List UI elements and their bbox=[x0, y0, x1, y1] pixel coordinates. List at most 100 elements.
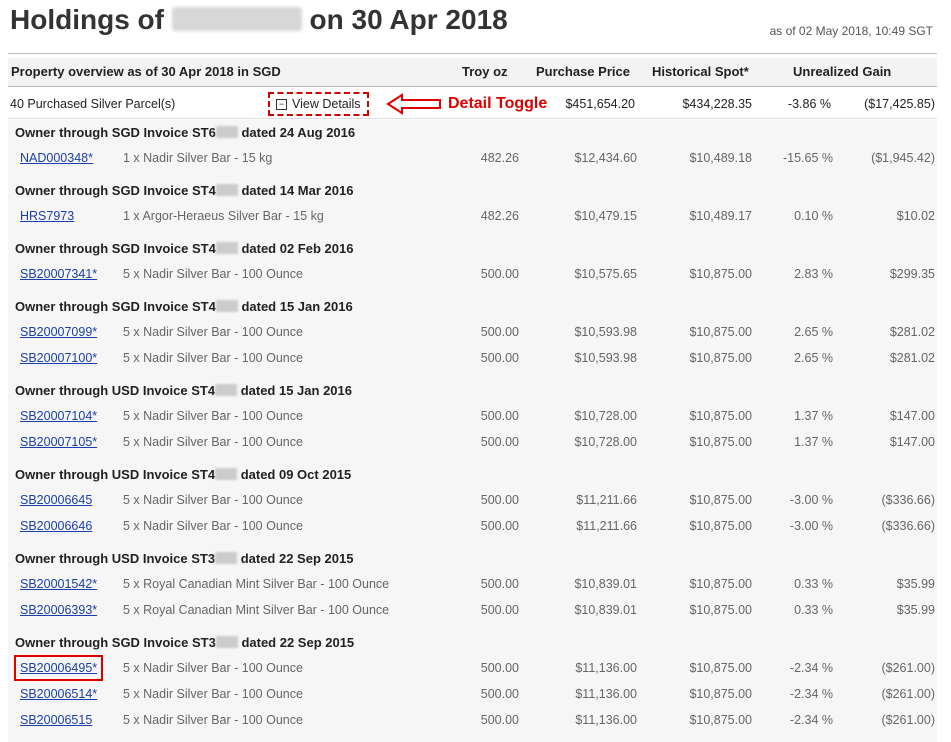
gain-pct-value: -2.34 % bbox=[789, 713, 833, 727]
gain-pct-value: -3.00 % bbox=[789, 493, 833, 507]
gain-pct-value: 2.83 % bbox=[794, 267, 833, 281]
left-arrow-icon bbox=[386, 93, 441, 115]
invoice-date: dated 14 Mar 2016 bbox=[241, 183, 354, 198]
summary-gain: ($17,425.85) bbox=[864, 97, 935, 111]
bar-id-link[interactable]: SB20006514* bbox=[20, 687, 98, 701]
gain-pct-value: 0.33 % bbox=[794, 603, 833, 617]
table-row: SB20006514* 5 x Nadir Silver Bar - 100 Ou… bbox=[8, 682, 937, 708]
table-row: SB20007105* 5 x Nadir Silver Bar - 100 Ou… bbox=[8, 430, 937, 456]
purchase-price-value: $10,728.00 bbox=[574, 435, 637, 449]
bar-id-link[interactable]: SB20007104* bbox=[20, 409, 98, 423]
toggle-label: View Details bbox=[292, 97, 361, 111]
historical-spot-value: $10,489.18 bbox=[689, 151, 752, 165]
gain-pct-value: 2.65 % bbox=[794, 351, 833, 365]
purchase-price-value: $11,136.00 bbox=[575, 687, 637, 701]
troy-oz-value: 500.00 bbox=[480, 493, 519, 507]
redacted-invoice-number bbox=[215, 552, 238, 564]
invoice-date: dated 09 Oct 2015 bbox=[240, 467, 352, 482]
invoice-group-header: Owner through SGD Invoice ST4 dated 02 F… bbox=[8, 236, 937, 262]
gain-value: $35.99 bbox=[896, 577, 935, 591]
purchase-price-value: $11,136.00 bbox=[575, 661, 637, 675]
historical-spot-value: $10,875.00 bbox=[689, 519, 752, 533]
bar-id-link[interactable]: SB20001542* bbox=[20, 577, 98, 591]
invoice-date: dated 02 Feb 2016 bbox=[241, 241, 354, 256]
bar-id-link[interactable]: SB20006645 bbox=[20, 493, 93, 507]
purchase-price-value: $10,593.98 bbox=[574, 325, 637, 339]
bar-description: 5 x Nadir Silver Bar - 100 Ounce bbox=[123, 435, 303, 449]
gain-value: ($261.00) bbox=[881, 713, 935, 727]
invoice-date: dated 22 Sep 2015 bbox=[240, 551, 354, 566]
annotation-label: Detail Toggle bbox=[448, 95, 548, 112]
historical-spot-value: $10,489.17 bbox=[689, 209, 752, 223]
invoice-date: dated 15 Jan 2016 bbox=[241, 299, 353, 314]
annotation: Detail Toggle bbox=[386, 93, 547, 115]
bar-id-link[interactable]: HRS7973 bbox=[20, 209, 75, 223]
bar-description: 5 x Nadir Silver Bar - 100 Ounce bbox=[123, 661, 303, 675]
bar-id-link[interactable]: SB20007100* bbox=[20, 351, 98, 365]
table-row: SB20007100* 5 x Nadir Silver Bar - 100 Ou… bbox=[8, 346, 937, 372]
purchase-price-value: $11,136.00 bbox=[575, 713, 637, 727]
header-troy-oz: Troy oz bbox=[462, 64, 508, 79]
troy-oz-value: 500.00 bbox=[480, 325, 519, 339]
gain-value: $299.35 bbox=[889, 267, 935, 281]
invoice-date: dated 15 Jan 2016 bbox=[240, 383, 352, 398]
historical-spot-value: $10,875.00 bbox=[689, 493, 752, 507]
bar-id-link[interactable]: SB20006515 bbox=[20, 713, 93, 727]
purchase-price-value: $10,839.01 bbox=[574, 603, 637, 617]
bar-description: 5 x Nadir Silver Bar - 100 Ounce bbox=[123, 351, 303, 365]
gain-value: ($336.66) bbox=[881, 519, 935, 533]
historical-spot-value: $10,875.00 bbox=[689, 661, 752, 675]
gain-pct-value: 1.37 % bbox=[794, 409, 833, 423]
table-row: SB20006645 5 x Nadir Silver Bar - 100 Oun… bbox=[8, 488, 937, 514]
bar-description: 5 x Nadir Silver Bar - 100 Ounce bbox=[123, 493, 303, 507]
collapse-icon: − bbox=[276, 98, 287, 110]
gain-pct-value: 0.33 % bbox=[794, 577, 833, 591]
table-row: HRS7973 1 x Argor-Heraeus Silver Bar - 15… bbox=[8, 204, 937, 230]
gain-pct-value: 1.37 % bbox=[794, 435, 833, 449]
bar-description: 1 x Nadir Silver Bar - 15 kg bbox=[123, 151, 273, 165]
purchase-price-value: $10,575.65 bbox=[574, 267, 637, 281]
gain-value: $147.00 bbox=[889, 435, 935, 449]
gain-value: ($336.66) bbox=[881, 493, 935, 507]
table-row: SB20006646 5 x Nadir Silver Bar - 100 Oun… bbox=[8, 514, 937, 540]
summary-label: 40 Purchased Silver Parcel(s) bbox=[10, 97, 176, 111]
troy-oz-value: 482.26 bbox=[480, 209, 519, 223]
bar-description: 5 x Nadir Silver Bar - 100 Ounce bbox=[123, 519, 303, 533]
divider bbox=[8, 53, 937, 54]
gain-pct-value: -3.00 % bbox=[789, 519, 833, 533]
bar-id-link[interactable]: SB20006495* bbox=[13, 655, 104, 681]
historical-spot-value: $10,875.00 bbox=[689, 409, 752, 423]
bar-id-link[interactable]: SB20006646 bbox=[20, 519, 93, 533]
bar-description: 5 x Nadir Silver Bar - 100 Ounce bbox=[123, 325, 303, 339]
as-of-timestamp: as of 02 May 2018, 10:49 SGT bbox=[769, 24, 933, 38]
bar-id-link[interactable]: SB20007341* bbox=[20, 267, 98, 281]
bar-description: 5 x Royal Canadian Mint Silver Bar - 100… bbox=[123, 577, 390, 591]
historical-spot-value: $10,875.00 bbox=[689, 435, 752, 449]
troy-oz-value: 500.00 bbox=[480, 519, 519, 533]
gain-value: $35.99 bbox=[896, 603, 935, 617]
historical-spot-value: $10,875.00 bbox=[689, 351, 752, 365]
troy-oz-value: 500.00 bbox=[480, 409, 519, 423]
header-historical-spot: Historical Spot* bbox=[652, 64, 749, 79]
invoice-prefix: Owner through SGD Invoice ST3 bbox=[15, 635, 216, 650]
title-prefix: Holdings of bbox=[10, 4, 164, 35]
redacted-invoice-number bbox=[215, 636, 238, 648]
bar-id-link[interactable]: SB20007105* bbox=[20, 435, 98, 449]
troy-oz-value: 500.00 bbox=[480, 603, 519, 617]
invoice-group-header: Owner through SGD Invoice ST4 dated 14 M… bbox=[8, 178, 937, 204]
troy-oz-value: 500.00 bbox=[480, 267, 519, 281]
summary-gain-pct: -3.86 % bbox=[787, 97, 831, 111]
redacted-invoice-number bbox=[215, 126, 238, 138]
table-row: SB20007341* 5 x Nadir Silver Bar - 100 Ou… bbox=[8, 262, 937, 288]
bar-id-link[interactable]: NAD000348* bbox=[20, 151, 93, 165]
bar-description: 5 x Royal Canadian Mint Silver Bar - 100… bbox=[123, 603, 390, 617]
bar-id-link[interactable]: SB20006393* bbox=[20, 603, 98, 617]
troy-oz-value: 500.00 bbox=[480, 577, 519, 591]
summary-historical-spot: $434,228.35 bbox=[682, 97, 752, 111]
bar-description: 1 x Argor-Heraeus Silver Bar - 15 kg bbox=[123, 209, 324, 223]
bar-description: 5 x Nadir Silver Bar - 100 Ounce bbox=[123, 409, 303, 423]
bar-id-link[interactable]: SB20007099* bbox=[20, 325, 98, 339]
view-details-toggle[interactable]: − View Details bbox=[268, 92, 369, 116]
historical-spot-value: $10,875.00 bbox=[689, 603, 752, 617]
table-row: SB20006393* 5 x Royal Canadian Mint Silve… bbox=[8, 598, 937, 624]
